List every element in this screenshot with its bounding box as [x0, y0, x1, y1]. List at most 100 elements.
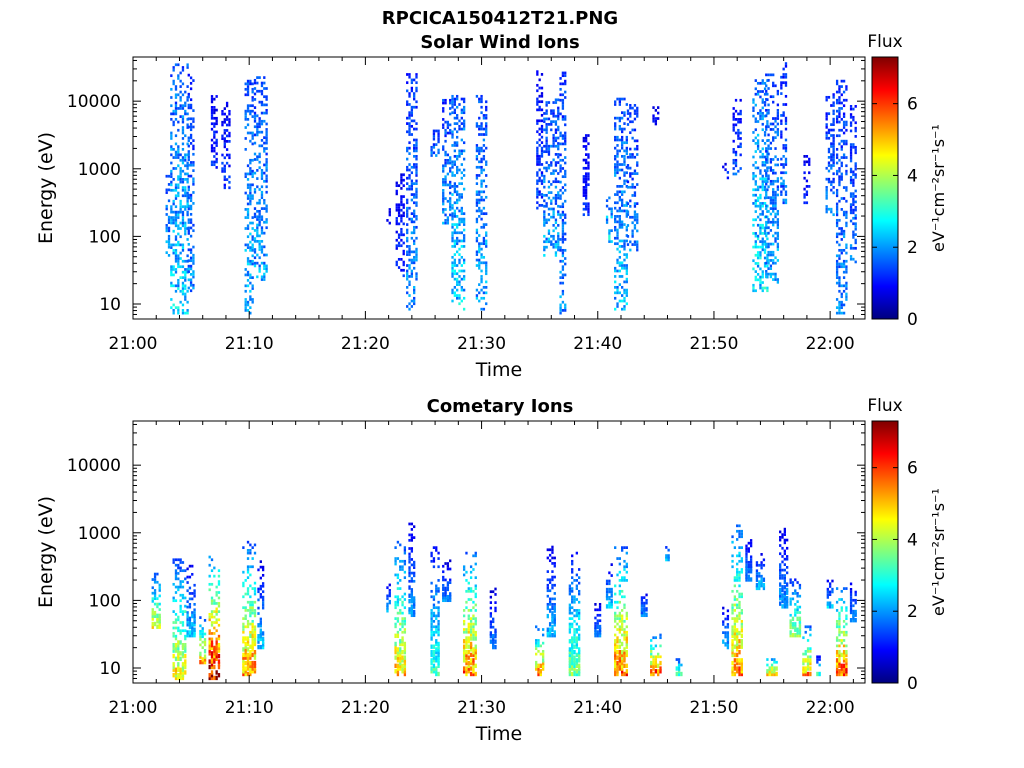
cometary-cell	[618, 639, 621, 644]
cometary-cell	[249, 565, 252, 569]
solar-wind-cell	[253, 141, 257, 145]
solar-wind-cell	[184, 205, 187, 209]
solar-wind-cell	[453, 261, 457, 265]
cometary-cell	[184, 664, 187, 670]
solar-wind-cell	[406, 285, 409, 289]
solar-wind-cell	[408, 130, 411, 134]
solar-wind-cell	[179, 71, 182, 75]
cometary-cell	[605, 582, 609, 586]
cometary-cell	[467, 663, 470, 669]
solar-wind-cell	[263, 119, 266, 123]
solar-wind-cell	[808, 163, 811, 166]
solar-wind-cell	[170, 298, 173, 301]
solar-wind-cell	[774, 130, 777, 134]
solar-wind-cell	[179, 202, 182, 206]
cometary-cell	[432, 652, 436, 658]
solar-wind-cell	[174, 210, 178, 214]
cometary-cell	[553, 562, 556, 565]
solar-wind-cell	[181, 210, 185, 214]
solar-wind-cell	[774, 231, 777, 235]
cometary-cell	[731, 644, 734, 649]
solar-wind-cell	[449, 183, 452, 187]
solar-wind-cell	[480, 100, 483, 104]
cometary-cell	[489, 634, 493, 639]
solar-wind-cell	[402, 211, 405, 215]
cometary-cell	[253, 660, 257, 666]
solar-wind-cell	[769, 275, 773, 279]
solar-wind-cell	[244, 175, 247, 179]
solar-wind-cell	[460, 182, 463, 186]
cometary-cell	[575, 669, 579, 674]
solar-wind-cell	[752, 172, 755, 175]
cometary-cell	[553, 556, 556, 560]
cometary-cell	[465, 606, 468, 610]
solar-wind-cell	[633, 147, 637, 151]
cometary-cell	[623, 652, 626, 658]
solar-wind-cell	[774, 272, 777, 276]
solar-wind-cell	[557, 125, 560, 129]
solar-wind-cell	[545, 204, 548, 208]
cometary-cell	[386, 605, 389, 610]
cometary-cell	[618, 614, 621, 618]
cometary-cell	[199, 638, 202, 641]
solar-wind-cell	[832, 112, 835, 116]
solar-wind-cell	[564, 147, 567, 151]
solar-wind-cell	[845, 139, 848, 143]
solar-wind-cell	[249, 197, 252, 200]
cometary-cell	[210, 569, 214, 573]
solar-wind-cell	[475, 209, 479, 213]
solar-wind-cell	[189, 136, 193, 140]
cometary-cell	[396, 652, 400, 658]
cometary-cell	[408, 538, 411, 542]
cometary-cell	[677, 663, 681, 667]
cometary-cell	[403, 644, 407, 649]
cometary-cell	[465, 630, 468, 634]
solar-wind-cell	[625, 152, 628, 155]
solar-wind-cell	[621, 225, 624, 229]
cometary-cell	[616, 600, 619, 604]
solar-wind-cell	[258, 264, 261, 268]
cometary-cell	[616, 573, 619, 577]
solar-wind-cell	[413, 228, 416, 232]
solar-wind-cell	[763, 240, 767, 243]
cometary-cell	[153, 613, 157, 619]
solar-wind-cell	[564, 188, 567, 192]
solar-wind-cell	[256, 229, 259, 232]
cometary-cell	[625, 579, 628, 582]
solar-wind-cell	[246, 79, 250, 83]
solar-wind-cell	[842, 262, 846, 266]
cometary-cell	[472, 614, 475, 618]
solar-wind-cell	[174, 117, 178, 121]
solar-wind-cell	[550, 215, 553, 219]
solar-wind-cell	[442, 118, 445, 121]
cometary-cell	[177, 673, 180, 678]
solar-wind-cell	[825, 134, 828, 137]
solar-wind-cell	[763, 256, 767, 260]
solar-wind-cell	[559, 93, 562, 97]
solar-wind-cell	[181, 243, 185, 247]
solar-wind-cell	[260, 119, 264, 123]
solar-wind-cell	[442, 202, 445, 206]
solar-wind-cell	[449, 98, 452, 102]
solar-wind-cell	[759, 81, 762, 85]
x-tick-label: 21:00	[109, 334, 158, 354]
solar-wind-cell	[774, 136, 777, 139]
cometary-cell	[571, 644, 574, 649]
solar-wind-cell	[564, 309, 567, 312]
solar-wind-cell	[480, 190, 483, 194]
solar-wind-cell	[759, 240, 762, 243]
cometary-cell	[244, 641, 247, 647]
solar-wind-cell	[263, 207, 266, 210]
solar-wind-cell	[614, 201, 617, 205]
solar-wind-cell	[406, 198, 409, 202]
cometary-cell	[575, 573, 579, 577]
solar-wind-cell	[265, 160, 268, 164]
cometary-cell	[432, 614, 436, 618]
solar-wind-cell	[623, 258, 626, 262]
solar-wind-cell	[263, 245, 266, 249]
cometary-cell	[598, 630, 602, 635]
cometary-cell	[736, 669, 739, 674]
cometary-cell	[253, 649, 257, 655]
solar-wind-cell	[246, 164, 250, 168]
solar-wind-cell	[769, 196, 773, 200]
